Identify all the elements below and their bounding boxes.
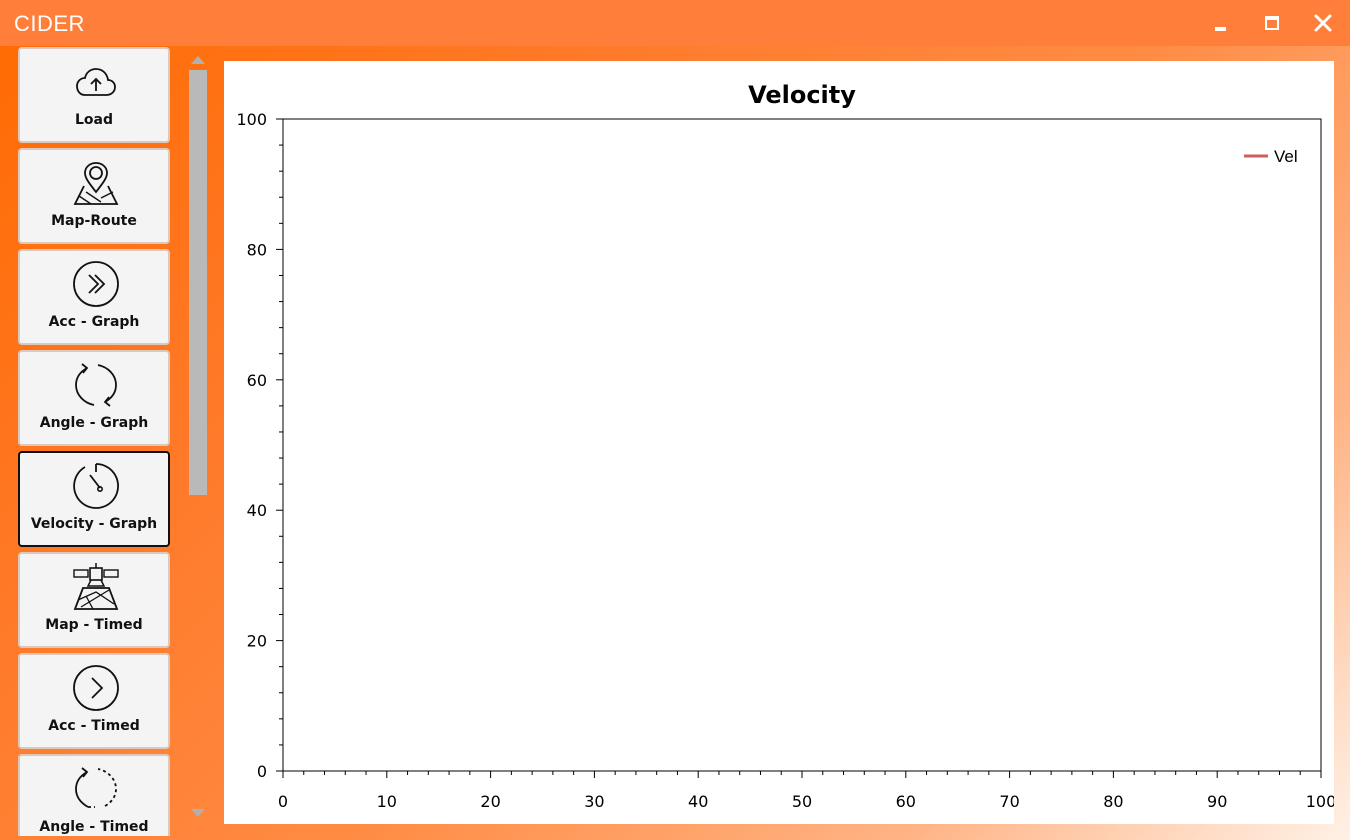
plot-area-frame bbox=[282, 118, 1322, 772]
close-button[interactable] bbox=[1305, 8, 1341, 38]
map-pin-icon bbox=[71, 158, 121, 208]
x-axis-tick-label: 70 bbox=[999, 792, 1019, 811]
velocity-chart: Velocity 0 10 20 30 40 50 60 70 80 90 100 0 20 40 60 80… bbox=[236, 81, 1334, 811]
speedometer-icon bbox=[71, 461, 121, 511]
x-axis-tick-label: 80 bbox=[1103, 792, 1123, 811]
sidebar-item-acc-graph[interactable]: Acc - Graph bbox=[18, 249, 170, 345]
sidebar-item-map-route[interactable]: Map-Route bbox=[18, 148, 170, 244]
dashed-rotate-icon bbox=[71, 764, 121, 814]
y-axis-tick-label: 0 bbox=[257, 762, 267, 781]
x-axis-tick-label: 0 bbox=[278, 792, 288, 811]
x-axis-tick-label: 40 bbox=[688, 792, 708, 811]
sidebar-item-label: Angle - Timed bbox=[39, 819, 149, 835]
x-axis-tick-label: 50 bbox=[792, 792, 812, 811]
sidebar-item-label: Acc - Timed bbox=[48, 718, 140, 734]
sidebar-item-label: Velocity - Graph bbox=[30, 516, 158, 532]
satellite-map-icon bbox=[71, 562, 121, 612]
x-axis-tick-label: 90 bbox=[1207, 792, 1227, 811]
sidebar-nav: Load Map-Route Acc - Graph Angle - Graph… bbox=[16, 46, 174, 836]
minimize-button[interactable] bbox=[1203, 8, 1239, 38]
scroll-down-arrow[interactable] bbox=[189, 806, 207, 818]
sidebar-item-label: Angle - Graph bbox=[39, 415, 149, 431]
sidebar-item-label: Acc - Graph bbox=[48, 314, 140, 330]
y-axis-tick-label: 20 bbox=[247, 632, 267, 651]
sidebar-item-map-timed[interactable]: Map - Timed bbox=[18, 552, 170, 648]
close-icon bbox=[1314, 14, 1332, 32]
x-axis-tick-label: 30 bbox=[584, 792, 604, 811]
scroll-up-arrow[interactable] bbox=[189, 53, 207, 65]
y-axis-tick-label: 40 bbox=[247, 501, 267, 520]
chart-panel: Velocity 0 10 20 30 40 50 60 70 80 90 100 0 20 40 60 80… bbox=[224, 61, 1334, 824]
sidebar-item-label: Load bbox=[74, 112, 113, 128]
title-bar: CIDER bbox=[0, 0, 1350, 46]
sidebar-item-velocity-graph[interactable]: Velocity - Graph bbox=[18, 451, 170, 547]
legend-label: Vel bbox=[1274, 147, 1298, 166]
x-axis-tick-label: 60 bbox=[896, 792, 916, 811]
app-title: CIDER bbox=[14, 11, 85, 36]
sidebar-item-load[interactable]: Load bbox=[18, 47, 170, 143]
x-axis-tick-label: 20 bbox=[480, 792, 500, 811]
rotate-arrows-icon bbox=[71, 360, 121, 410]
minimize-icon bbox=[1215, 27, 1226, 31]
scrollbar-thumb[interactable] bbox=[189, 70, 207, 495]
sidebar-item-label: Map - Timed bbox=[45, 617, 143, 633]
y-axis-tick-label: 80 bbox=[247, 240, 267, 259]
x-axis-tick-label: 100 bbox=[1306, 792, 1334, 811]
y-axis-tick-label: 60 bbox=[247, 371, 267, 390]
sidebar-item-angle-timed[interactable]: Angle - Timed bbox=[18, 754, 170, 836]
chart-title: Velocity bbox=[748, 81, 856, 109]
sidebar-item-angle-graph[interactable]: Angle - Graph bbox=[18, 350, 170, 446]
maximize-button[interactable] bbox=[1254, 8, 1290, 38]
chevron-right-circle-icon bbox=[71, 663, 121, 713]
x-axis-tick-label: 10 bbox=[377, 792, 397, 811]
y-axis-tick-label: 100 bbox=[236, 110, 267, 129]
sidebar-item-label: Map-Route bbox=[51, 213, 137, 229]
sidebar-item-acc-timed[interactable]: Acc - Timed bbox=[18, 653, 170, 749]
double-chevron-right-icon bbox=[71, 259, 121, 309]
maximize-icon bbox=[1265, 16, 1279, 30]
cloud-upload-icon bbox=[71, 57, 121, 107]
